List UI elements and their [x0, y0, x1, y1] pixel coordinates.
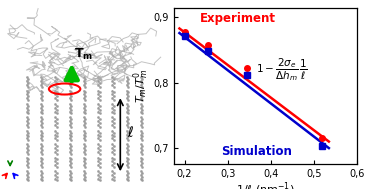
Text: $1-\dfrac{2\sigma_e}{\Delta h_m}\,\dfrac{1}{\ell}$: $1-\dfrac{2\sigma_e}{\Delta h_m}\,\dfrac… [256, 56, 308, 83]
Text: Experiment: Experiment [200, 12, 276, 25]
Text: $\ell$: $\ell$ [127, 125, 134, 140]
X-axis label: $1/\ell\ \mathrm{(nm^{-1})}$: $1/\ell\ \mathrm{(nm^{-1})}$ [236, 181, 295, 189]
Y-axis label: $T_m/T_m^0$: $T_m/T_m^0$ [131, 69, 151, 103]
Text: Simulation: Simulation [221, 145, 292, 158]
Text: $\mathbf{T_m}$: $\mathbf{T_m}$ [74, 47, 93, 62]
